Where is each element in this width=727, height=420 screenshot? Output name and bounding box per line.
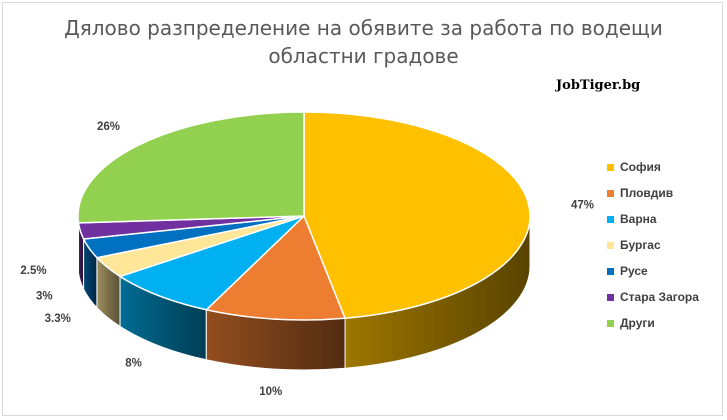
legend-item-2: Варна — [607, 206, 699, 232]
slice-3-value-label: 3.3% — [45, 313, 71, 325]
legend-swatch — [607, 267, 614, 275]
slice-1-top — [205, 215, 346, 321]
legend-item-3: Бургас — [607, 232, 699, 258]
legend-swatch — [607, 163, 614, 171]
slice-2-value-label: 8% — [125, 357, 142, 369]
slice-0-top — [303, 111, 531, 320]
chart-title: Дялово разпределение на обявите за работ… — [0, 14, 727, 70]
legend-item-5: Стара Загора — [607, 284, 699, 310]
legend-swatch — [607, 189, 614, 197]
slice-4-value-label: 3% — [36, 290, 53, 302]
legend-swatch — [607, 293, 614, 301]
legend-swatch — [607, 215, 614, 223]
slice-2-top — [119, 215, 305, 311]
slice-0-value-label: 47% — [571, 200, 594, 212]
legend-item-6: Други — [607, 310, 699, 336]
legend: София Пловдив Варна Бургас Русе Стара Загора Д… — [607, 154, 699, 336]
watermark-logo: JobTiger.bg — [556, 78, 641, 93]
slice-5-value-label: 2.5% — [20, 265, 46, 277]
pie-tops — [77, 111, 531, 321]
slice-6-value-label: 26% — [97, 121, 120, 133]
legend-label: Стара Загора — [620, 290, 699, 304]
slice-6-top — [77, 111, 305, 224]
legend-label: Варна — [620, 212, 657, 226]
legend-item-0: София — [607, 154, 699, 180]
legend-label: Пловдив — [620, 186, 674, 200]
legend-label: София — [620, 160, 661, 174]
chart-title-line-2: областни градове — [268, 44, 459, 68]
pie-labels: 47% 10% 8% 3.3% 3% 2.5% 26% — [20, 121, 594, 398]
slice-1-value-label: 10% — [259, 386, 282, 398]
legend-label: Други — [620, 316, 655, 330]
legend-item-4: Русе — [607, 258, 699, 284]
chart-title-line-1: Дялово разпределение на обявите за работ… — [64, 16, 663, 40]
legend-label: Русе — [620, 264, 648, 278]
legend-swatch — [607, 319, 614, 327]
pie-sides — [77, 215, 531, 371]
legend-swatch — [607, 241, 614, 249]
legend-label: Бургас — [620, 238, 661, 252]
legend-item-1: Пловдив — [607, 180, 699, 206]
